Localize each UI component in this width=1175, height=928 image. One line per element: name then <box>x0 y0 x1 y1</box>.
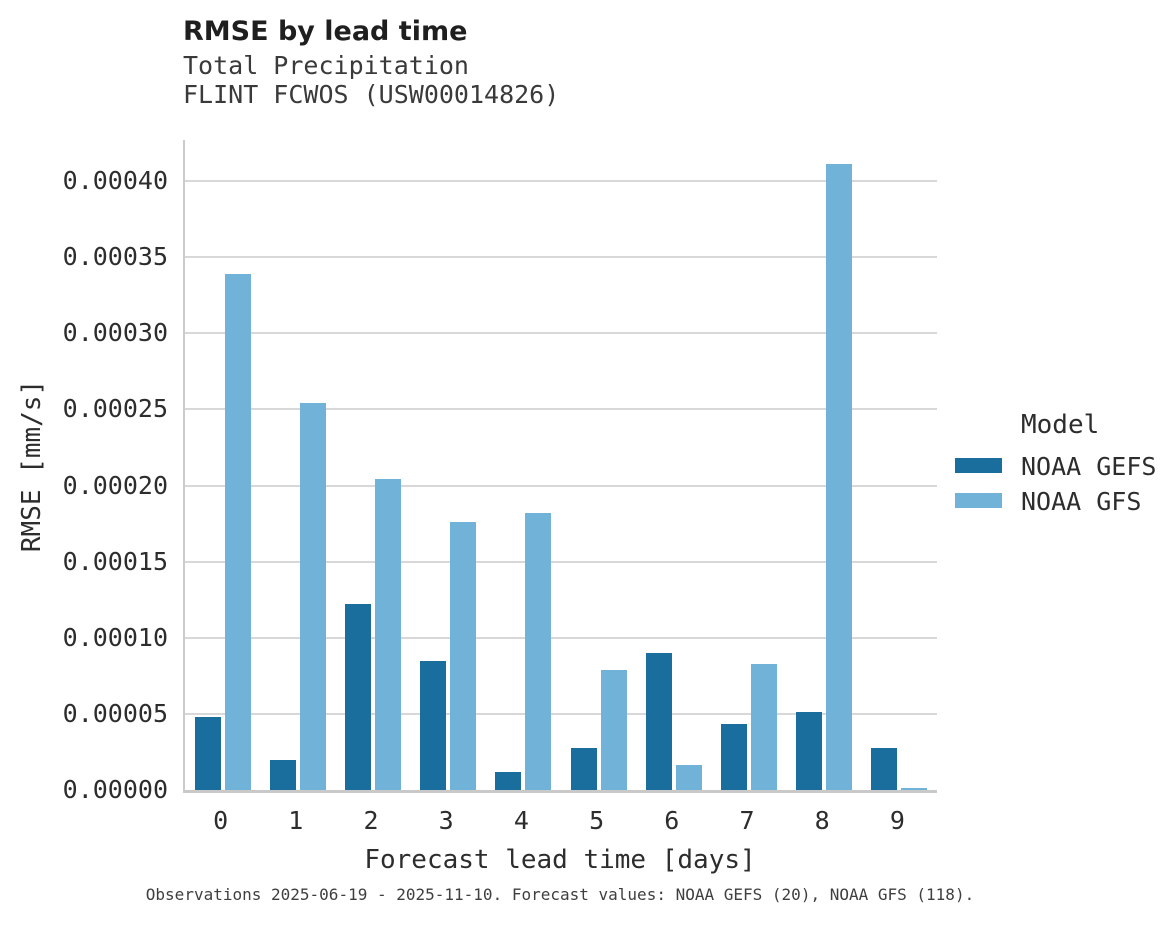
y-tick-label-0.00005: 0.00005 <box>62 698 168 728</box>
gridline-y-0.00025 <box>185 408 937 411</box>
legend-swatch-noaa-gfs <box>955 493 1002 508</box>
x-tick-label-1: 1 <box>288 806 304 835</box>
bar-noaa-gfs-lead-8 <box>826 164 853 790</box>
legend-entry-noaa-gfs: NOAA GFS <box>955 487 1170 522</box>
bar-noaa-gefs-lead-2 <box>345 604 371 790</box>
gridline-y-0.0004 <box>185 180 937 183</box>
gridline-y-0.0003 <box>185 332 937 335</box>
plot-area <box>183 140 937 793</box>
bar-noaa-gefs-lead-8 <box>796 711 823 790</box>
bar-noaa-gfs-lead-7 <box>751 663 777 790</box>
gridline-y-0.0001 <box>185 636 937 639</box>
bar-noaa-gefs-lead-1 <box>269 760 296 790</box>
gridline-y-0.00015 <box>185 560 937 563</box>
y-tick-label-0.00015: 0.00015 <box>62 546 168 576</box>
bar-noaa-gfs-lead-9 <box>901 787 928 790</box>
x-tick-label-7: 7 <box>739 806 755 835</box>
bar-noaa-gefs-lead-4 <box>495 771 522 790</box>
bar-noaa-gfs-lead-1 <box>299 403 326 790</box>
bar-noaa-gefs-lead-6 <box>645 653 672 790</box>
y-tick-label-0.00020: 0.00020 <box>62 470 168 500</box>
chart-caption: Observations 2025-06-19 - 2025-11-10. Fo… <box>145 885 975 904</box>
legend-label-noaa-gfs: NOAA GFS <box>1021 487 1142 516</box>
chart-title: RMSE by lead time <box>183 16 468 47</box>
y-tick-label-0.00035: 0.00035 <box>62 242 168 272</box>
bar-noaa-gefs-lead-7 <box>721 723 747 790</box>
bar-noaa-gefs-lead-0 <box>194 716 221 790</box>
x-axis-title: Forecast lead time [days] <box>364 845 756 875</box>
legend-title: Model <box>1021 410 1100 440</box>
gridline-y-0.0002 <box>185 484 937 487</box>
x-tick-label-0: 0 <box>213 806 229 835</box>
bar-noaa-gfs-lead-3 <box>450 522 477 790</box>
gridline-y-0.00035 <box>185 256 937 259</box>
legend-entry-noaa-gefs: NOAA GEFS <box>955 452 1170 487</box>
chart-subtitle-line1: Total Precipitation <box>183 51 469 80</box>
y-tick-label-0.00030: 0.00030 <box>62 318 168 348</box>
y-tick-label-0.00040: 0.00040 <box>62 166 168 196</box>
x-tick-label-5: 5 <box>589 806 605 835</box>
chart-subtitle-line2: FLINT FCWOS (USW00014826) <box>183 80 560 109</box>
legend-entries: NOAA GEFS NOAA GFS <box>955 452 1170 522</box>
x-tick-label-6: 6 <box>664 806 680 835</box>
x-tick-label-4: 4 <box>513 806 529 835</box>
y-tick-label-0.00025: 0.00025 <box>62 394 168 424</box>
legend-swatch-noaa-gefs <box>955 458 1002 473</box>
x-tick-label-3: 3 <box>438 806 454 835</box>
y-tick-label-0.00010: 0.00010 <box>62 622 168 652</box>
bar-noaa-gfs-lead-4 <box>525 512 552 790</box>
legend: Model NOAA GEFS NOAA GFS <box>955 410 1170 522</box>
bar-noaa-gfs-lead-5 <box>600 669 627 790</box>
y-tick-label-0.00000: 0.00000 <box>62 775 168 804</box>
bar-noaa-gfs-lead-0 <box>224 273 251 790</box>
x-tick-label-2: 2 <box>363 806 379 835</box>
x-tick-label-9: 9 <box>889 806 905 835</box>
legend-label-noaa-gefs: NOAA GEFS <box>1021 452 1157 481</box>
bar-noaa-gfs-lead-2 <box>375 479 401 790</box>
x-tick-label-8: 8 <box>814 806 830 835</box>
bar-noaa-gefs-lead-9 <box>871 748 898 790</box>
bar-noaa-gefs-lead-3 <box>420 660 447 790</box>
bar-noaa-gefs-lead-5 <box>570 748 597 790</box>
bar-noaa-gfs-lead-6 <box>675 764 702 790</box>
gridline-y-0.00005 <box>185 712 937 715</box>
